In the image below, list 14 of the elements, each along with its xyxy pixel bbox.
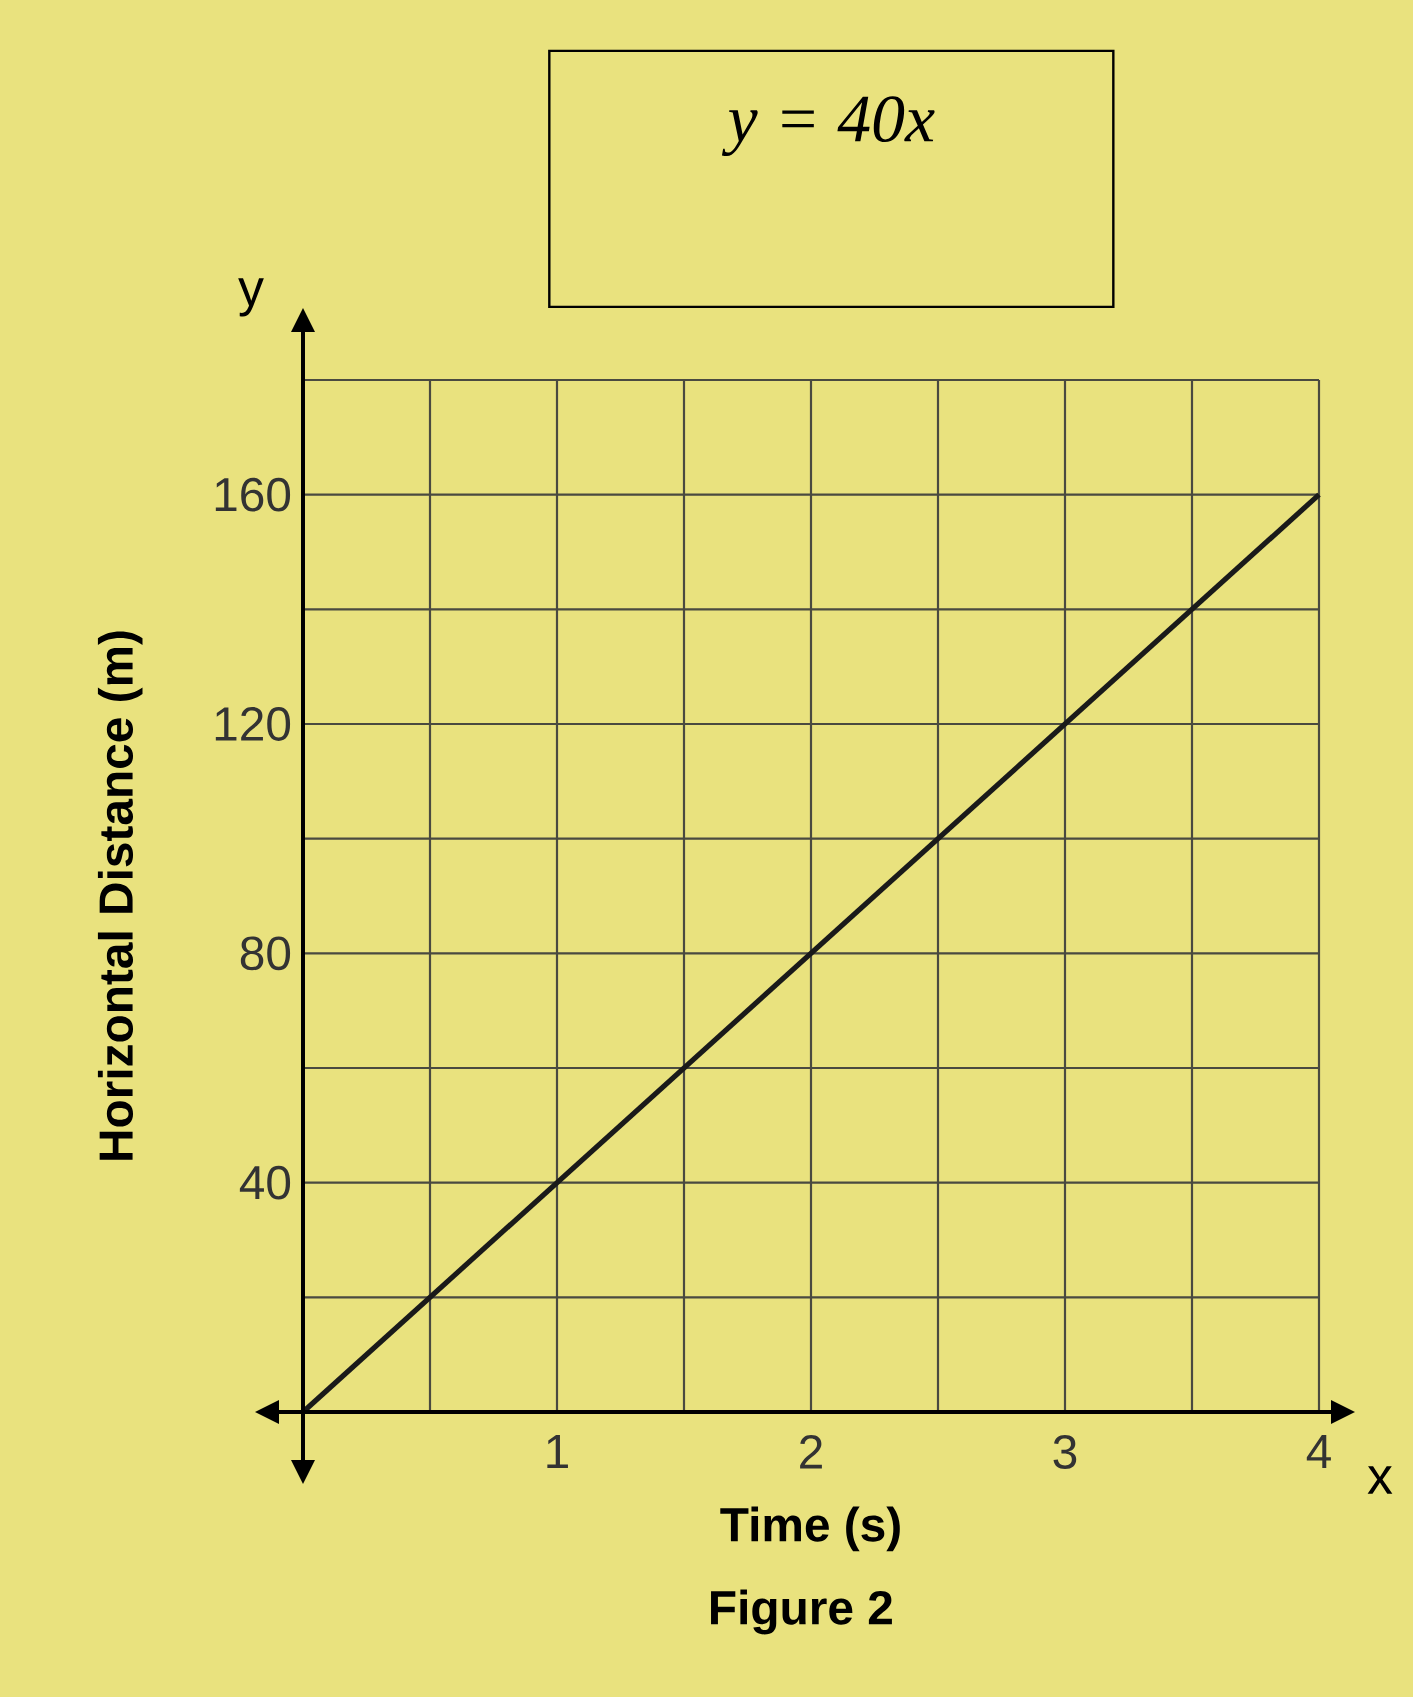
x-tick-label: 3: [1053, 1435, 1077, 1469]
y-tick-label: 120: [215, 707, 291, 741]
chart-title: y = 40x: [721, 96, 935, 156]
y-tick-label: 80: [240, 936, 291, 971]
x-tick-label: 4: [1306, 1435, 1331, 1468]
text: x: [1367, 1466, 1393, 1494]
x-tick-label: 1: [547, 1435, 568, 1468]
y-tick-label: 160: [215, 477, 291, 512]
x-axis-title: Time (s): [720, 1506, 900, 1552]
caption: Figure 2: [711, 1589, 892, 1635]
text: y: [238, 278, 264, 317]
x-tick-label: 2: [800, 1435, 822, 1469]
y-tick-label: 40: [239, 1165, 291, 1200]
y-axis-title: Horizontal Distance (m): [97, 631, 143, 1160]
